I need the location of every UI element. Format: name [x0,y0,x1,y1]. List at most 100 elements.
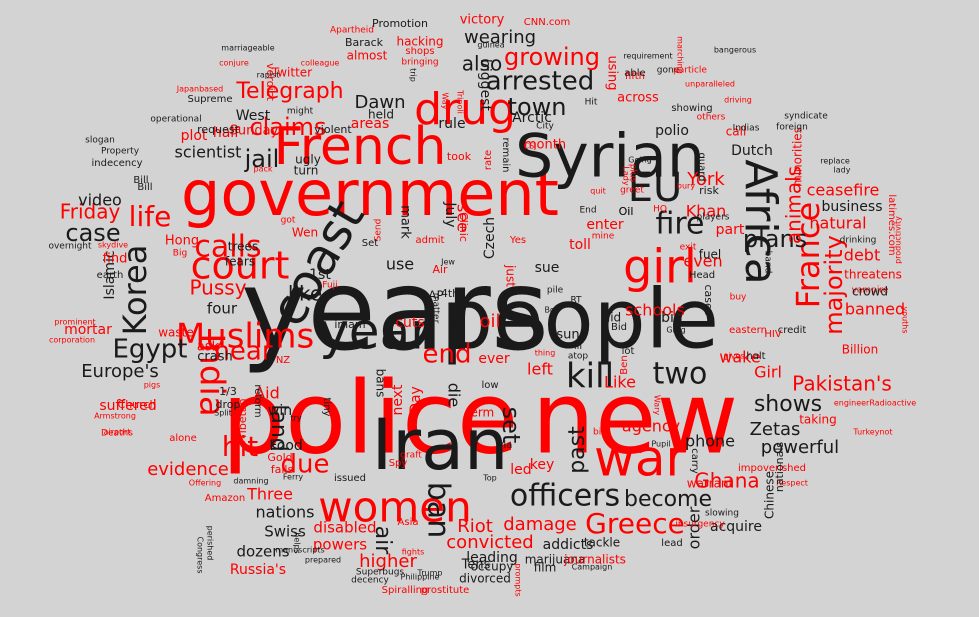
word: four [207,300,238,318]
word: growing [504,43,600,71]
word: like [288,282,322,306]
word: Barack [345,36,384,49]
word: bans [374,369,388,398]
word: business [821,199,882,215]
word: held [368,108,394,122]
word: using [605,55,620,90]
word: even [683,252,722,271]
word: helps [293,532,302,553]
word: due [281,450,330,480]
word: trip [409,68,418,82]
word: phone [685,432,735,451]
word: operational [150,115,201,125]
word: key [530,457,555,473]
word: York [686,169,725,190]
word: RT [570,296,582,306]
word: issued [334,473,366,484]
word: Syrian [515,122,705,192]
word: divorced [459,572,511,586]
word: unparalleled [685,80,735,89]
word: greet [620,186,644,196]
word: CSJ [523,142,536,151]
word: conjure [219,59,249,68]
word: across [617,91,659,106]
word: shows [754,392,822,417]
word: use [386,255,414,274]
word: Supreme [188,94,233,105]
word: Pussy [189,276,246,300]
word: admit [416,235,445,246]
word: halt [746,351,765,362]
word: particle [673,66,707,76]
word: matter [431,293,441,324]
word: powerful [761,437,839,458]
word: wearing [464,27,536,48]
word: arrested [486,67,595,97]
word: majority [820,235,848,335]
word: evidence [147,459,229,480]
word: bringing [401,58,438,68]
word: decency [351,576,389,586]
word: Yes [509,235,526,246]
word: Bill [133,175,148,186]
word: jail [244,145,280,173]
word: scientist [175,143,242,162]
word: mortar [64,322,112,338]
word: hit [222,430,259,463]
word: nations [256,503,315,522]
word: rich [450,316,463,337]
word: Apartheid [330,26,374,36]
word: Iran [372,404,509,486]
word: Spy [389,458,408,469]
word: acquire [710,519,762,535]
word: banned [845,300,905,319]
word: Day [408,386,424,414]
word: Japanbased [176,85,223,94]
word: lead [661,538,682,549]
word: NZ [276,355,290,366]
word: Zetas [750,419,801,440]
word: HIV [764,329,781,340]
word: also [462,52,502,76]
word: Hit [585,98,598,108]
word: Khan [686,202,727,221]
word: Sunday [230,124,279,139]
word: marriageable [221,44,274,53]
word: via [498,440,513,451]
word: India [192,333,232,416]
word: requirement [623,52,672,61]
word: warrant [687,477,734,491]
word: Egypt [112,335,187,365]
word: band [763,251,773,274]
word: pack [253,165,272,174]
word: Riot [457,516,493,537]
word: gives [723,352,744,361]
word: low [481,380,498,391]
word: court [191,244,290,288]
word: plans [743,225,807,253]
word: Korea [116,245,154,336]
word: drug [414,84,516,135]
word: cuts [395,315,424,331]
word: toll [569,237,591,253]
word: got [281,216,296,226]
word: nationals [773,442,786,493]
word: quit [590,187,606,196]
word: CNN.com [524,17,570,28]
word: mine [592,232,615,242]
word: replace [820,157,850,166]
word: try [290,414,301,423]
word: thing [535,349,556,358]
word: Chinese [763,471,777,519]
word: latimes.com [886,194,897,255]
word: Top [482,474,497,483]
word: Like [604,373,636,392]
word: tiny [321,398,332,417]
word: near [213,337,272,367]
word: Dawn [354,92,405,113]
word: Tens [461,558,491,573]
word: credit [778,325,807,336]
word: dozens [236,543,289,561]
word: occupy [471,560,514,574]
